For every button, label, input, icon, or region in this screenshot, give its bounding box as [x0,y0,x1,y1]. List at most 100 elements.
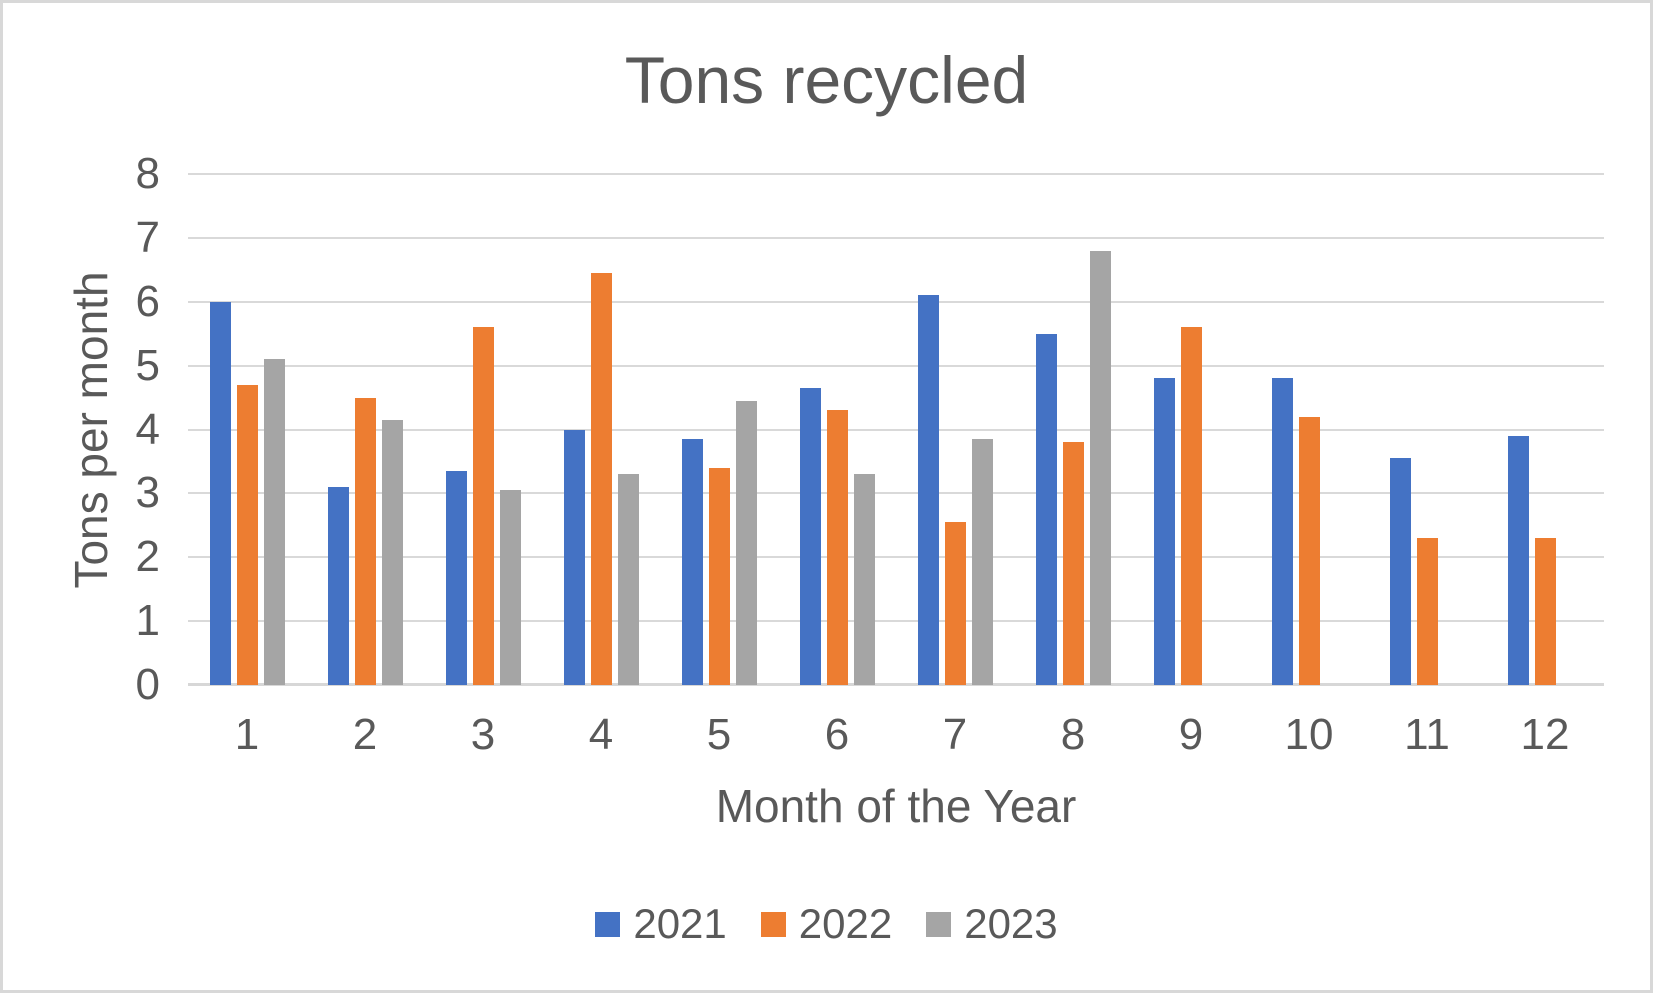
cluster-month-8 [1014,174,1132,685]
bar-2022-month-7 [944,522,966,685]
bar-2021-month-6 [799,387,821,685]
legend-swatch-2023 [926,911,952,937]
bar-2021-month-3 [445,471,467,685]
bar-2021-month-12 [1507,435,1529,685]
x-tick-label-4: 4 [588,710,614,759]
legend: 2021 2022 2023 [3,903,1650,945]
cluster-month-9 [1132,174,1250,685]
gridline-3 [188,492,1604,495]
bar-2022-month-5 [708,467,730,685]
y-tick-label-2: 2 [135,532,160,582]
slot-2022-month-5 [708,174,730,685]
slot-2023-month-8 [1089,174,1111,685]
slot-2023-month-5 [735,174,757,685]
cluster-month-1 [188,174,306,685]
x-tick-label-11: 11 [1404,710,1450,759]
cluster-month-7 [896,174,1014,685]
slot-2022-month-12 [1534,174,1556,685]
legend-swatch-2022 [760,911,786,937]
slot-2021-month-6 [799,174,821,685]
bar-2022-month-3 [472,327,494,685]
gridline-1 [188,620,1604,623]
slot-2023-month-11 [1444,174,1465,685]
bar-2021-month-9 [1153,378,1175,685]
cluster-month-3 [424,174,542,685]
cluster-month-11 [1368,174,1486,685]
bar-2023-month-8 [1089,250,1111,685]
bar-2021-month-7 [917,295,939,685]
gridline-5 [188,364,1604,367]
bar-2023-month-1 [263,359,285,685]
bar-2022-month-8 [1062,442,1084,685]
legend-item-2023: 2023 [926,900,1058,947]
y-tick-label-1: 1 [135,596,160,646]
bar-2023-month-5 [735,400,757,685]
slot-2022-month-10 [1298,174,1320,685]
bar-2022-month-2 [354,397,376,685]
legend-swatch-2021 [595,911,621,937]
cluster-month-2 [306,174,424,685]
x-tick-label-1: 1 [234,710,260,759]
slot-2023-month-12 [1562,174,1583,685]
slot-2021-month-3 [445,174,467,685]
slot-2023-month-9 [1208,174,1229,685]
y-tick-label-6: 6 [135,276,160,326]
y-tick-label-0: 0 [135,660,160,709]
bar-2021-month-10 [1271,378,1293,685]
bar-2021-month-4 [563,429,585,685]
gridline-6 [188,300,1604,303]
slot-2022-month-3 [472,174,494,685]
cluster-month-6 [778,174,896,685]
legend-item-2022: 2022 [760,900,893,947]
chart-title: Tons recycled [624,43,1029,117]
bar-clusters [188,174,1604,685]
slot-2021-month-5 [681,174,703,685]
bar-2021-month-11 [1389,458,1411,685]
slot-2022-month-9 [1180,174,1202,685]
slot-2022-month-2 [354,174,376,685]
bar-2023-month-7 [971,439,993,685]
x-tick-label-6: 6 [824,710,850,759]
bar-2023-month-4 [617,474,639,685]
legend-label-2023: 2023 [964,900,1058,947]
slot-2021-month-10 [1271,174,1293,685]
slot-2022-month-8 [1062,174,1084,685]
gridline-2 [188,556,1604,559]
bar-2022-month-12 [1534,538,1556,685]
bar-2023-month-6 [853,474,875,685]
x-tick-label-9: 9 [1178,710,1204,759]
bar-2021-month-2 [327,487,349,685]
bar-2022-month-10 [1298,416,1320,685]
slot-2023-month-1 [263,174,285,685]
cluster-month-10 [1250,174,1368,685]
y-tick-label-4: 4 [135,404,160,454]
slot-2021-month-9 [1153,174,1175,685]
slot-2021-month-1 [209,174,231,685]
slot-2022-month-7 [944,174,966,685]
y-tick-label-5: 5 [135,340,160,390]
x-tick-label-2: 2 [352,710,378,759]
legend-label-2022: 2022 [798,900,893,947]
slot-2021-month-4 [563,174,585,685]
x-tick-label-3: 3 [470,710,496,759]
slot-2021-month-12 [1507,174,1529,685]
slot-2022-month-6 [826,174,848,685]
bar-2021-month-5 [681,439,703,685]
slot-2021-month-11 [1389,174,1411,685]
x-tick-label-10: 10 [1284,710,1334,759]
bar-2022-month-11 [1416,538,1438,685]
legend-label-2021: 2021 [633,900,727,947]
bar-2022-month-1 [236,384,258,685]
x-tick-label-7: 7 [942,710,968,759]
cluster-month-5 [660,174,778,685]
bar-2021-month-1 [209,301,231,685]
bar-2023-month-3 [499,490,521,685]
slot-2023-month-7 [971,174,993,685]
gridline-7 [188,236,1604,239]
slot-2023-month-4 [617,174,639,685]
y-tick-label-7: 7 [135,212,160,262]
cluster-month-4 [542,174,660,685]
gridline-8 [188,173,1604,175]
legend-item-2021: 2021 [595,900,727,947]
